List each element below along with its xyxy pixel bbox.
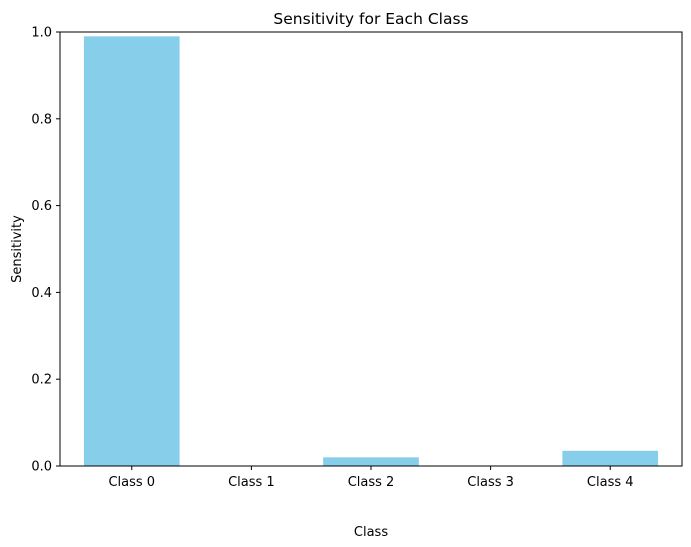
y-axis-ticks: 0.0 0.2 0.4 0.6 0.8 1.0 xyxy=(31,26,60,475)
chart-title: Sensitivity for Each Class xyxy=(273,10,468,28)
x-tick-label: Class 2 xyxy=(348,475,395,490)
bar-class-2 xyxy=(323,457,419,466)
bar-class-0 xyxy=(83,36,180,467)
y-tick-label: 0.0 xyxy=(31,460,52,475)
y-axis-label: Sensitivity xyxy=(10,215,25,283)
x-tick-label: Class 1 xyxy=(228,475,275,490)
x-axis-ticks: Class 0 Class 1 Class 2 Class 3 Class 4 xyxy=(108,466,634,490)
bar-class-4 xyxy=(562,450,659,466)
plot-frame xyxy=(59,31,683,467)
y-tick-label: 0.4 xyxy=(31,286,52,301)
x-tick-label: Class 0 xyxy=(108,475,155,490)
y-tick-label: 0.8 xyxy=(31,112,52,127)
y-tick-label: 0.2 xyxy=(31,373,52,388)
x-tick-label: Class 4 xyxy=(587,475,634,490)
y-tick-label: 0.6 xyxy=(31,199,52,214)
x-axis-label: Class xyxy=(354,525,388,540)
y-tick-label: 1.0 xyxy=(31,26,52,41)
x-tick-label: Class 3 xyxy=(467,475,514,490)
bars-group xyxy=(83,36,659,467)
